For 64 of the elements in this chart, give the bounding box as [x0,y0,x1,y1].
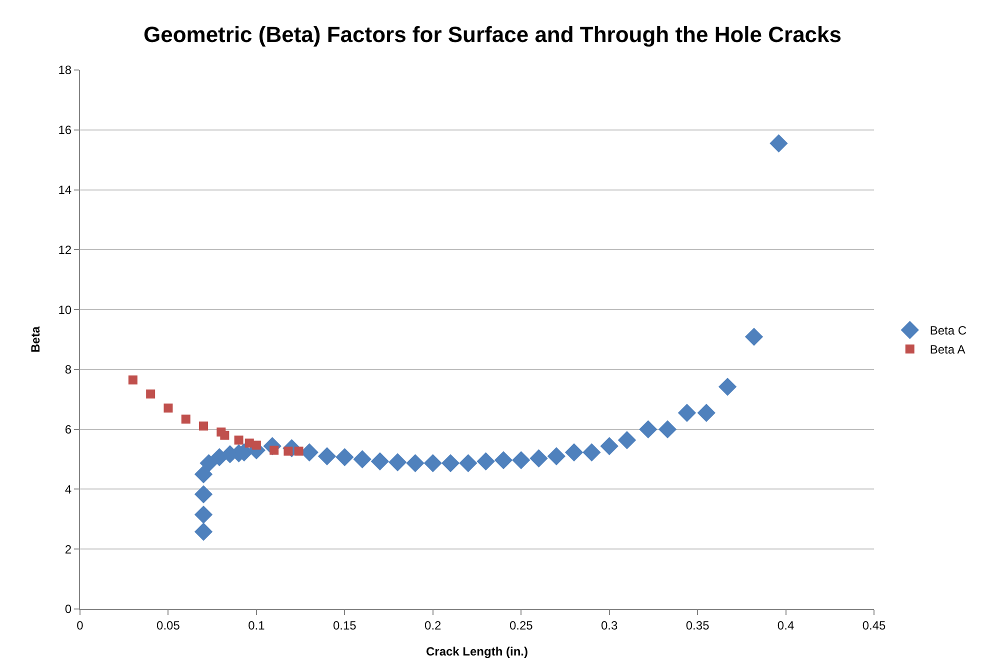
x-tick-label: 0.4 [777,618,794,632]
y-tick-label: 14 [58,182,72,197]
point [294,446,304,456]
y-tick-label: 18 [58,63,72,78]
point [146,390,156,398]
point [639,420,658,438]
point [678,404,696,422]
y-tick-label: 8 [64,362,72,377]
legend-label: Beta C [930,324,967,338]
point [353,450,372,468]
point [234,436,244,445]
point [194,506,213,524]
point [200,454,218,472]
point [494,451,513,470]
point [744,328,764,346]
point [336,448,354,466]
point [512,451,530,470]
point [697,404,716,422]
chart-title: Geometric (Beta) Factors for Surface and Through the Hole Cracks [143,22,842,48]
point [181,414,190,424]
point [658,420,677,438]
x-tick-label: 0.05 [156,618,180,632]
y-tick-label: 4 [64,482,72,496]
point [370,452,390,470]
x-tick-label: 0.1 [248,618,266,632]
point [600,437,618,456]
point [194,522,213,541]
x-tick-label: 0.45 [862,618,886,632]
y-tick-label: 0 [64,602,72,616]
x-axis-title: Crack Length (in.) [426,644,528,658]
x-tick-label: 0.25 [509,618,534,632]
point [164,404,173,413]
point [618,431,636,450]
point [476,452,495,470]
point [564,443,584,462]
y-tick-label: 12 [58,242,72,257]
point [441,454,460,472]
point [770,134,788,152]
x-tick-label: 0.15 [332,618,357,632]
point [388,453,407,472]
point [582,443,601,462]
point [530,449,548,468]
point [318,447,336,466]
point [199,422,208,431]
point [194,465,213,484]
point [406,454,424,472]
point [424,454,442,472]
point [459,454,478,472]
point [194,485,213,504]
y-tick-label: 2 [64,542,72,556]
point [252,440,261,450]
point [718,378,737,396]
y-tick-label: 10 [58,302,72,317]
y-tick-label: 16 [58,123,72,138]
x-tick-label: 0.2 [424,618,442,632]
x-tick-label: 0 [76,618,84,632]
legend-label: Beta A [930,342,966,357]
point [220,430,230,440]
x-tick-label: 0.35 [686,618,710,632]
x-tick-label: 0.3 [600,618,618,632]
point [128,375,138,384]
y-axis-title: Beta [28,326,43,353]
y-tick-label: 6 [64,422,72,437]
point [547,447,566,466]
